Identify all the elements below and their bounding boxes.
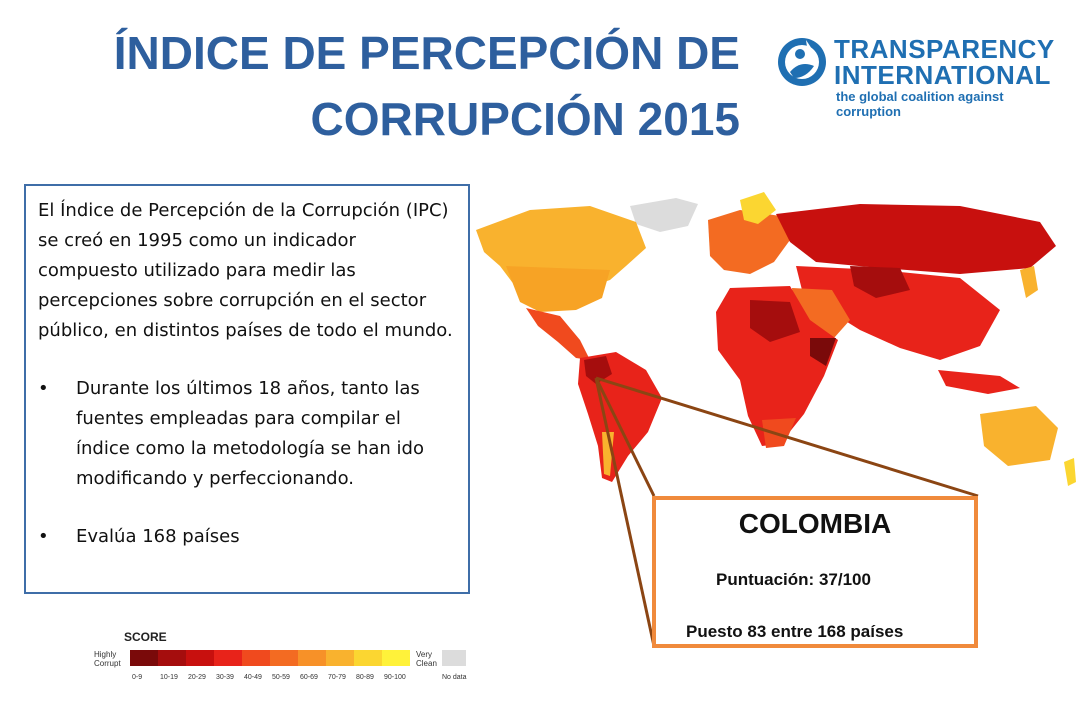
map-central-america	[526, 308, 590, 360]
title-line-1: ÍNDICE DE PERCEPCIÓN DE	[113, 27, 740, 79]
legend-range-label: 0-9	[132, 674, 143, 681]
list-item: • Durante los últimos 18 años, tanto las…	[38, 374, 456, 494]
logo-line-1: TRANSPARENCY	[834, 34, 1055, 64]
country-rank: Puesto 83 entre 168 países	[686, 622, 904, 641]
score-legend: SCORE Highly Corrupt Very Clean 0-9 10-19…	[94, 630, 484, 690]
map-scandinavia	[740, 192, 776, 224]
legend-range-label: 80-89	[356, 674, 374, 681]
legend-range-label: 40-49	[244, 674, 262, 681]
page-title: ÍNDICE DE PERCEPCIÓN DE CORRUPCIÓN 2015	[100, 20, 740, 152]
bullet-marker: •	[38, 378, 49, 399]
ipc-description-box: El Índice de Percepción de la Corrupción…	[24, 184, 470, 594]
legend-range-label: 20-29	[188, 674, 206, 681]
legend-range-label: 30-39	[216, 674, 234, 681]
colombia-callout-box: COLOMBIA Puntuación: 37/100 Puesto 83 en…	[652, 496, 978, 648]
legend-swatch	[382, 650, 410, 666]
legend-range-label: 70-79	[328, 674, 346, 681]
country-name: COLOMBIA	[738, 508, 892, 539]
legend-swatch	[130, 650, 158, 666]
map-indonesia	[938, 370, 1020, 394]
legend-swatch	[186, 650, 214, 666]
bullet-marker: •	[38, 526, 49, 547]
logo-tagline: the global coalition against corruption	[836, 89, 1004, 119]
legend-no-data-label: No data	[442, 674, 467, 681]
list-item: • Evalúa 168 países	[38, 522, 456, 552]
legend-title: SCORE	[124, 630, 167, 644]
legend-range-label: 60-69	[300, 674, 318, 681]
map-greenland	[630, 198, 698, 232]
map-southern-africa	[762, 418, 796, 448]
legend-swatch	[326, 650, 354, 666]
legend-swatch	[298, 650, 326, 666]
title-line-2: CORRUPCIÓN 2015	[310, 93, 740, 145]
map-usa	[506, 266, 610, 312]
country-score: Puntuación: 37/100	[716, 570, 871, 589]
ipc-description: El Índice de Percepción de la Corrupción…	[38, 200, 453, 341]
legend-swatch	[158, 650, 186, 666]
logo-line-2: INTERNATIONAL	[834, 60, 1051, 90]
legend-no-data-swatch	[442, 650, 466, 666]
legend-high-label: Very Clean	[416, 650, 437, 668]
legend-range-label: 90-100	[384, 674, 406, 681]
transparency-international-logo: TRANSPARENCY INTERNATIONAL the global co…	[776, 32, 1066, 119]
legend-swatch	[214, 650, 242, 666]
legend-swatch	[242, 650, 270, 666]
bullet-text: Evalúa 168 países	[76, 526, 240, 547]
bullet-text: Durante los últimos 18 años, tanto las f…	[76, 378, 424, 489]
legend-swatch	[270, 650, 298, 666]
legend-range-label: 50-59	[272, 674, 290, 681]
map-europe	[708, 210, 790, 274]
map-horn-africa	[810, 338, 836, 366]
map-asia-south	[796, 266, 1000, 360]
map-russia	[776, 204, 1056, 274]
legend-low-label: Highly Corrupt	[94, 650, 121, 668]
legend-swatch	[354, 650, 382, 666]
ti-emblem-icon	[778, 38, 826, 86]
map-new-zealand	[1064, 458, 1076, 486]
map-japan	[1020, 266, 1038, 298]
world-map	[476, 192, 1076, 486]
map-sahel	[750, 300, 800, 342]
map-central-asia	[850, 266, 910, 298]
map-australia	[980, 406, 1058, 466]
legend-range-label: 10-19	[160, 674, 178, 681]
